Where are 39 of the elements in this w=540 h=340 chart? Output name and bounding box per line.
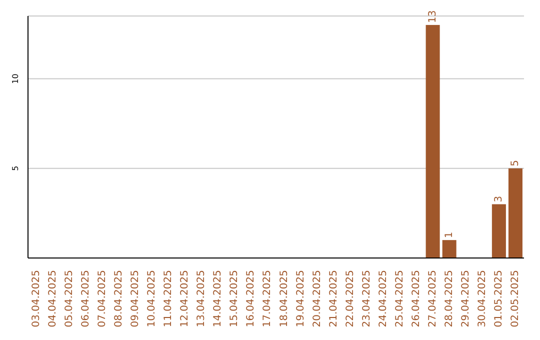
x-tick-label: 09.04.2025	[130, 270, 141, 328]
x-tick-label: 29.04.2025	[460, 270, 472, 328]
x-tick-label: 22.04.2025	[344, 270, 356, 328]
x-tick-label: 20.04.2025	[312, 270, 323, 328]
x-tick-label: 27.04.2025	[428, 270, 439, 328]
x-tick-label: 08.04.2025	[113, 270, 124, 328]
x-tick-label: 26.04.2025	[411, 270, 422, 328]
x-tick-label: 19.04.2025	[295, 270, 306, 328]
x-tick-label: 03.04.2025	[30, 270, 42, 328]
x-tick-label: 16.04.2025	[246, 270, 257, 328]
bar	[442, 240, 456, 258]
y-tick-label: 10	[11, 74, 20, 84]
x-tick-label: 25.04.2025	[394, 270, 406, 328]
x-tick-label: 05.04.2025	[64, 270, 75, 328]
x-tick-label: 30.04.2025	[477, 270, 488, 328]
x-tick-label: 07.04.2025	[96, 270, 108, 328]
x-tick-label: 02.05.2025	[510, 270, 522, 328]
x-tick-label: 24.04.2025	[378, 270, 389, 328]
x-tick-label: 04.04.2025	[47, 270, 58, 328]
x-tick-label: 13.04.2025	[196, 270, 208, 328]
x-tick-label: 15.04.2025	[229, 270, 240, 328]
x-tick-label: 01.05.2025	[494, 270, 505, 328]
x-tick-label: 18.04.2025	[278, 270, 290, 328]
x-tick-label: 11.04.2025	[163, 270, 174, 328]
x-tick-label: 21.04.2025	[328, 270, 340, 328]
x-tick-label: 06.04.2025	[80, 270, 92, 328]
x-tick-label: 14.04.2025	[212, 270, 224, 328]
data-label: 1	[444, 232, 455, 238]
data-label: 5	[510, 160, 521, 166]
bar	[508, 168, 522, 258]
bar	[426, 24, 440, 258]
x-tick-label: 28.04.2025	[444, 270, 456, 328]
data-label: 13	[427, 10, 438, 23]
x-tick-label: 12.04.2025	[180, 270, 191, 328]
bar	[492, 204, 506, 258]
x-tick-label: 10.04.2025	[146, 270, 158, 328]
x-tick-label: 23.04.2025	[361, 270, 372, 328]
x-tick-label: 17.04.2025	[262, 270, 274, 328]
data-label: 3	[493, 196, 504, 202]
